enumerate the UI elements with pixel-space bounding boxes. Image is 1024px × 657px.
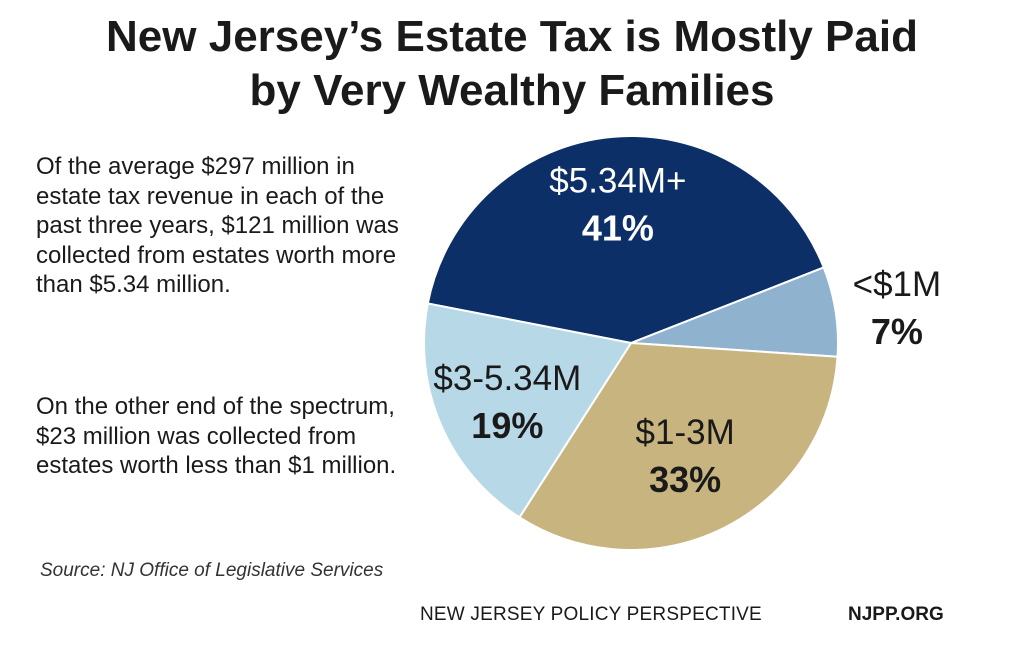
slice-label-1: <$1M: [853, 265, 942, 304]
slice-label-3: $3-5.34M: [433, 359, 581, 398]
title-line-1: New Jersey’s Estate Tax is Mostly Paid: [106, 12, 918, 61]
pie-labels: $5.34M+ 41% <$1M 7% $1-3M 33% $3-5.34M 19%: [433, 162, 941, 500]
title-line-2: by Very Wealthy Families: [249, 66, 775, 115]
slice-percent-3: 19%: [471, 405, 543, 446]
description-paragraph-1: Of the average $297 million in estate ta…: [36, 153, 399, 298]
footer-organization: NEW JERSEY POLICY PERSPECTIVE: [420, 604, 762, 625]
description-paragraph-2: On the other end of the spectrum, $23 mi…: [36, 393, 397, 479]
slice-label-2: $1-3M: [636, 413, 735, 452]
slice-label-0: $5.34M+: [549, 162, 686, 201]
pie-slice-3: [423, 302, 633, 519]
footer-website: NJPP.ORG: [848, 604, 944, 625]
source-note: Source: NJ Office of Legislative Service…: [40, 560, 384, 581]
pie-slices: [423, 135, 839, 551]
slice-percent-2: 33%: [649, 459, 721, 500]
pie-slice-0: [426, 135, 826, 345]
chart-title: New Jersey’s Estate Tax is Mostly Paid b…: [0, 10, 1024, 118]
slice-percent-1: 7%: [871, 311, 923, 352]
slice-percent-0: 41%: [582, 208, 654, 249]
